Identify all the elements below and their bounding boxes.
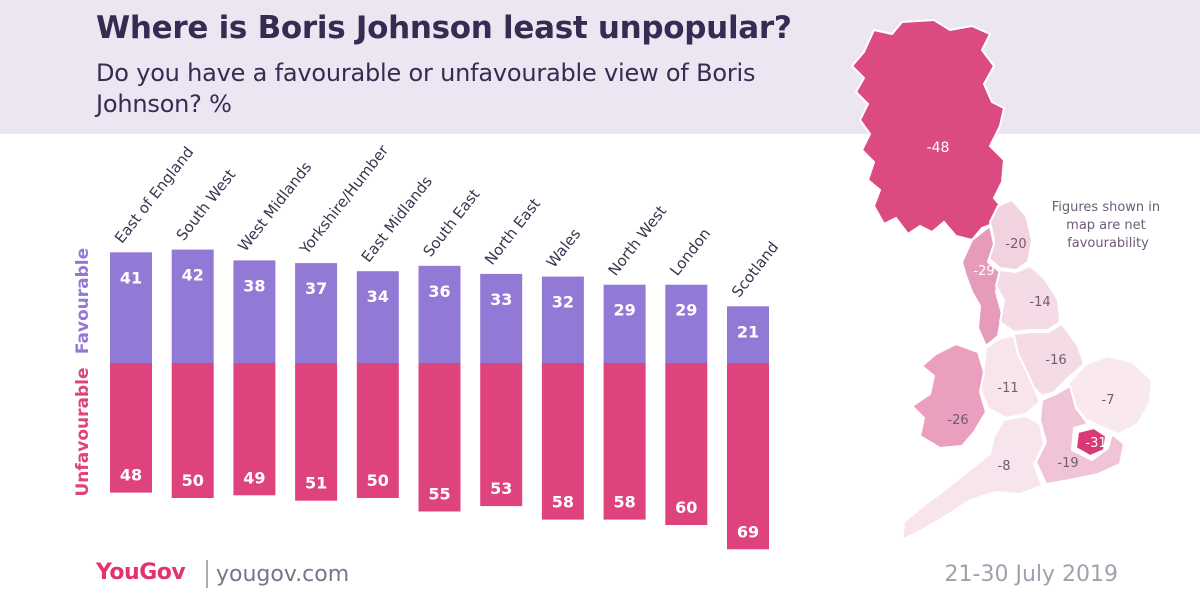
map-label-east-midlands: -16 (1045, 353, 1066, 368)
map-region-wales (910, 342, 988, 450)
bar-favourable (233, 260, 276, 363)
bar-unfavourable (171, 363, 214, 498)
bar-favourable (171, 249, 214, 363)
bar-favourable (603, 284, 646, 363)
bar-value-favourable: 37 (305, 279, 327, 298)
bar-value-unfavourable: 55 (428, 485, 450, 504)
bar-favourable (295, 263, 338, 363)
bar-value-favourable: 36 (428, 282, 450, 301)
map-region-scotland (850, 18, 1006, 242)
bar-favourable (727, 306, 769, 363)
bar-value-favourable: 34 (367, 287, 389, 306)
map-label-north-west: -29 (973, 264, 994, 279)
bar-value-unfavourable: 48 (120, 466, 142, 485)
bar-value-favourable: 41 (120, 268, 142, 287)
bar-value-favourable: 21 (737, 322, 759, 341)
map-note: Figures shown in map are net favourabili… (1052, 200, 1165, 251)
footer-url-link[interactable]: yougov.com (216, 562, 350, 587)
bar-favourable (110, 252, 152, 363)
page-subtitle: Do you have a favourable or unfavourable… (96, 59, 756, 118)
bar-unfavourable (603, 363, 646, 520)
bar-value-favourable: 33 (490, 290, 512, 309)
bar-value-unfavourable: 51 (305, 474, 327, 493)
footer-divider (206, 560, 208, 588)
bar-value-unfavourable: 69 (737, 522, 759, 541)
map-label-south-east: -19 (1057, 456, 1078, 471)
map-label-east-of-england: -7 (1102, 393, 1115, 408)
bar-favourable (418, 265, 461, 363)
map-label-north-east: -20 (1005, 237, 1026, 252)
bar-unfavourable (233, 363, 276, 496)
map-label-yorkshire: -14 (1029, 295, 1050, 310)
bar-favourable (665, 284, 708, 363)
bar-value-unfavourable: 50 (367, 471, 389, 490)
survey-date: 21-30 July 2019 (944, 562, 1118, 587)
bar-value-favourable: 32 (552, 293, 574, 312)
bar-value-unfavourable: 50 (182, 471, 204, 490)
bar-unfavourable (356, 363, 399, 498)
map-label-london: -31 (1085, 436, 1106, 451)
bar-value-favourable: 29 (675, 301, 697, 320)
bar-unfavourable (727, 363, 769, 550)
bar-value-favourable: 42 (182, 266, 204, 285)
map-region-south-west (900, 414, 1046, 542)
unfavourable-axis-label: Unfavourable (73, 367, 93, 496)
favourable-axis-label: Favourable (73, 248, 93, 354)
bar-unfavourable (665, 363, 708, 525)
map-region-north-west (960, 224, 1004, 348)
bar-unfavourable (480, 363, 523, 507)
bar-value-favourable: 29 (613, 301, 635, 320)
bar-favourable (480, 273, 523, 363)
uk-regional-map: -48 -20 -29 -14 -16 -11 -26 -7 -31 -19 -… (850, 18, 1165, 542)
map-label-wales: -26 (947, 413, 968, 428)
bar-value-unfavourable: 53 (490, 479, 512, 498)
bar-unfavourable (110, 363, 152, 493)
bar-favourable (541, 276, 584, 363)
bar-value-unfavourable: 60 (675, 498, 697, 517)
bar-unfavourable (295, 363, 338, 501)
map-region-yorkshire (994, 264, 1062, 334)
bar-value-unfavourable: 49 (243, 468, 265, 487)
yougov-logo: YouGov (96, 560, 186, 585)
map-label-west-midlands: -11 (997, 381, 1018, 396)
bar-value-unfavourable: 58 (613, 493, 635, 512)
map-label-south-west: -8 (998, 459, 1011, 474)
map-label-scotland: -48 (927, 140, 950, 156)
bar-favourable (356, 271, 399, 363)
bar-value-unfavourable: 58 (552, 493, 574, 512)
bar-unfavourable (541, 363, 584, 520)
bar-value-favourable: 38 (243, 276, 265, 295)
bar-unfavourable (418, 363, 461, 512)
page-title: Where is Boris Johnson least unpopular? (96, 10, 792, 46)
